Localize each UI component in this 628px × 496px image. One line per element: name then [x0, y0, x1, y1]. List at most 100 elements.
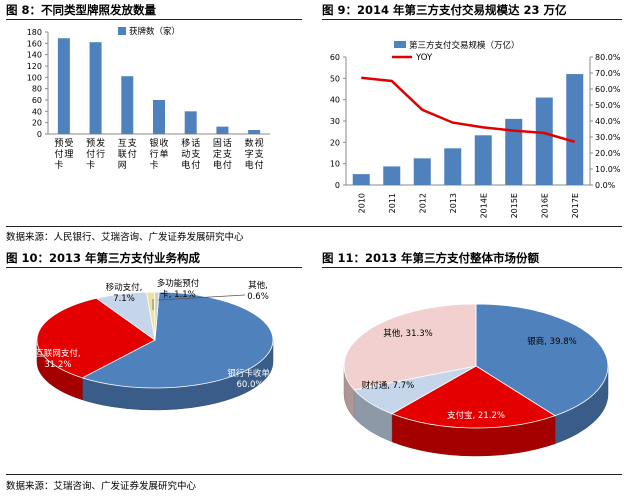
- fig8-y-tick-label: 40: [32, 107, 42, 116]
- fig9-y-tick-label: 60: [330, 53, 340, 62]
- fig8-category-label-char: 预: [86, 138, 95, 149]
- fig8-category-label-char: 收: [159, 137, 168, 149]
- fig10-title: 图 10：2013 年第三方支付业务构成: [6, 251, 201, 265]
- fig8-category-label-char: 行: [96, 148, 105, 160]
- fig9-bar: [352, 174, 370, 185]
- fig8-category-label-char: 动: [181, 149, 190, 160]
- fig10-label-internet: 互联网支付,: [35, 348, 80, 359]
- fig11-label-yinshang: 银商, 39.8%: [527, 336, 576, 347]
- fig9-bar: [413, 158, 431, 185]
- fig8-category-label-char: 付: [255, 160, 264, 171]
- fig8-category-label-char: 电: [245, 159, 254, 171]
- fig8-chart: 020406080100120140160180预付卡受理预付卡发行互联网支付银…: [27, 26, 270, 171]
- fig10-slice: [154, 291, 160, 341]
- fig8-category-label-char: 字: [245, 148, 254, 160]
- fig10-label-mobile: 7.1%: [113, 294, 135, 304]
- fig9-y2-tick-label: 80.0%: [595, 53, 621, 62]
- fig8-category-label-char: 受: [64, 137, 73, 149]
- fig8-category-label-char: 付: [54, 149, 63, 160]
- fig10-label-prepaid: 卡, 1.1%: [160, 289, 196, 300]
- fig9-legend-bar-label: 第三方支付交易规模（万亿）: [409, 40, 520, 51]
- fig8-y-tick-label: 180: [27, 28, 42, 37]
- fig8-category-label-char: 数: [245, 137, 254, 149]
- source-rule-bottom: [6, 474, 622, 475]
- fig8-category-label-char: 互: [118, 138, 127, 149]
- fig9-bar: [383, 166, 401, 185]
- source-rule-top: [6, 226, 622, 227]
- fig8-y-tick-label: 140: [27, 51, 42, 60]
- fig9-y-tick-label: 0: [335, 181, 340, 190]
- fig8-source: 数据来源：人民银行、艾瑞咨询、广发证券发展研究中心: [6, 232, 244, 243]
- fig10-label-bank-card: 60.0%: [236, 380, 263, 390]
- fig9-category-label: 2017E: [571, 193, 580, 218]
- fig8-legend-label: 获牌数（家）: [129, 26, 180, 37]
- fig8-category-label-char: 付: [128, 149, 137, 160]
- fig8-category-label-char: 电: [213, 159, 222, 171]
- fig9-category-label: 2010: [357, 193, 366, 213]
- fig10-slice: [36, 297, 156, 379]
- fig9-y2-tick-label: 30.0%: [595, 133, 621, 142]
- fig8-category-label-char: 定: [213, 148, 222, 160]
- fig9-chart: 0 10 20 30 40 50 60 0.0% 10.0% 20.0% 30.0% 40.0% 50.…: [330, 40, 621, 218]
- fig9-bar: [474, 135, 492, 185]
- fig11-rule: [322, 267, 622, 268]
- fig9-y2-tick-label: 50.0%: [595, 101, 621, 110]
- fig11-label-alipay: 支付宝, 21.2%: [447, 410, 505, 421]
- fig8-category-label-char: 付: [86, 149, 95, 160]
- fig8-y-tick-label: 160: [27, 39, 42, 48]
- fig8-category-label-char: 支: [255, 148, 264, 160]
- fig9-bar: [566, 74, 584, 185]
- fig9-legend-line-label: YOY: [415, 53, 433, 63]
- fig10-label-bank-card: 银行卡收单,: [227, 368, 272, 379]
- fig9-legend-bar-swatch: [394, 41, 406, 48]
- fig8-y-tick-label: 0: [37, 130, 42, 139]
- fig8-category-label-char: 预: [54, 138, 63, 149]
- fig9-y2-tick-label: 40.0%: [595, 117, 621, 126]
- fig10-label-other: 0.6%: [247, 292, 269, 302]
- fig8-category-label-char: 付: [191, 160, 200, 171]
- fig9-y-tick-label: 10: [330, 160, 340, 169]
- fig11-slice: [390, 365, 556, 429]
- fig9-y-tick-label: 30: [330, 117, 340, 126]
- fig9-y2-tick-label: 60.0%: [595, 85, 621, 94]
- fig8-y-tick-label: 100: [27, 73, 42, 82]
- fig9-category-label: 2015E: [510, 193, 519, 218]
- fig8-category-label-char: 理: [64, 149, 73, 160]
- fig10-label-other: 其他,: [248, 280, 268, 291]
- fig11-slice: [475, 303, 609, 417]
- fig8-legend-swatch: [118, 27, 126, 35]
- fig8-category-label-char: 卡: [54, 159, 63, 171]
- fig9-bar: [535, 97, 553, 185]
- fig9-yoy-line: [361, 76, 576, 144]
- fig8-category-label-char: 移: [181, 137, 190, 149]
- fig8-bar: [57, 38, 70, 134]
- fig9-y2-tick-label: 10.0%: [595, 165, 621, 174]
- fig11-chart: 银商, 39.8% 支付宝, 21.2% 财付通, 7.7% 其他, 31.3%: [343, 303, 609, 457]
- fig8-category-label-char: 话: [191, 137, 200, 149]
- fig8-category-label-char: 付: [223, 160, 232, 171]
- fig8-y-tick-label: 120: [27, 62, 42, 71]
- fig8-category-label-char: 电: [181, 159, 190, 171]
- fig8-category-label-char: 支: [191, 148, 200, 160]
- fig9-bar: [444, 148, 462, 185]
- fig8-category-label-char: 卡: [86, 159, 95, 171]
- fig9-category-label: 2013: [449, 193, 458, 213]
- fig8-category-label-char: 网: [118, 160, 127, 171]
- fig8-bar: [153, 100, 165, 134]
- fig8-y-tick-label: 60: [32, 96, 42, 105]
- fig10-label-prepaid: 多功能预付: [157, 278, 200, 289]
- fig8-bar: [121, 76, 134, 134]
- fig11-title: 图 11：2013 年第三方支付整体市场份额: [322, 251, 540, 265]
- fig9-y-tick-label: 50: [330, 74, 340, 83]
- fig9-title: 图 9：2014 年第三方支付交易规模达 23 万亿: [322, 3, 567, 17]
- fig9-category-label: 2014E: [479, 193, 488, 218]
- fig10-label-mobile: 移动支付,: [106, 282, 143, 293]
- fig8-rule: [6, 19, 302, 20]
- fig11-label-tenpay: 财付通, 7.7%: [362, 380, 415, 391]
- fig8-category-label-char: 卡: [149, 159, 158, 171]
- fig8-category-label-char: 单: [159, 148, 168, 160]
- fig8-category-label-char: 银: [149, 137, 158, 149]
- fig9-y-tick-label: 20: [330, 138, 340, 147]
- fig8-category-label-char: 行: [149, 148, 158, 160]
